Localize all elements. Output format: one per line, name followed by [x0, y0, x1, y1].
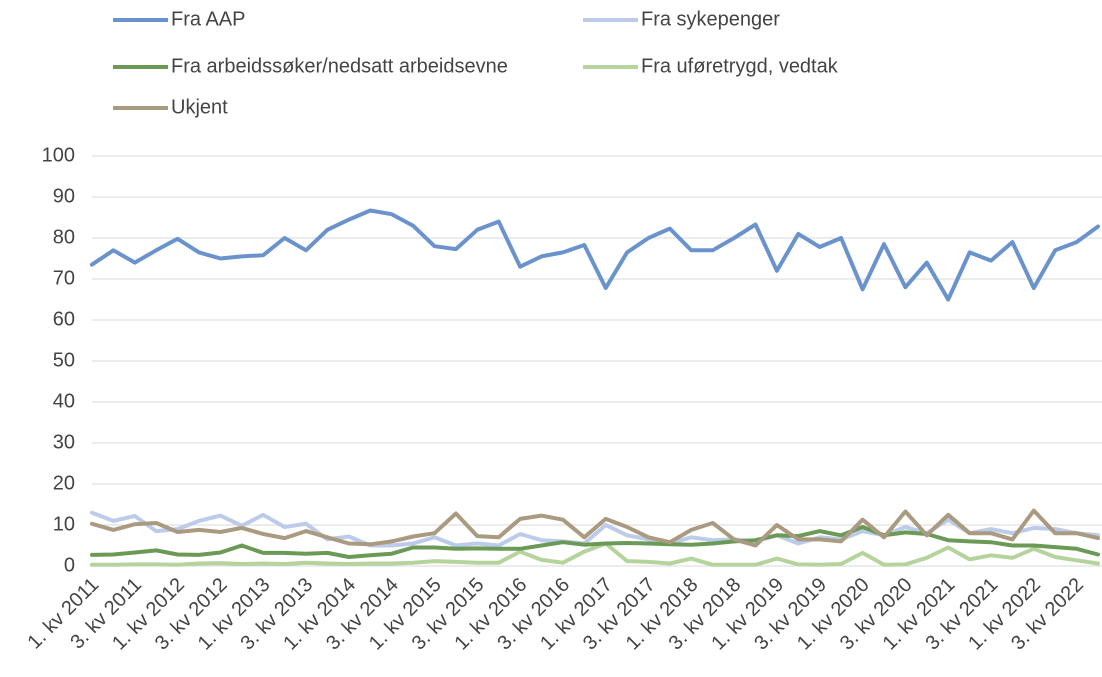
- y-tick-label: 100: [42, 144, 75, 166]
- series-line: [90, 525, 1100, 559]
- y-tick-label: 40: [53, 390, 75, 412]
- y-tick-label: 90: [53, 185, 75, 207]
- y-tick-label: 0: [64, 554, 75, 576]
- series-line: [90, 508, 1100, 548]
- y-tick-label: 30: [53, 431, 75, 453]
- y-tick-label: 10: [53, 513, 75, 535]
- y-tick-label: 60: [53, 308, 75, 330]
- legend-label: Fra sykepenger: [641, 8, 780, 30]
- y-tick-label: 50: [53, 349, 75, 371]
- legend-label: Fra arbeidssøker/nedsatt arbeidsevne: [171, 55, 508, 77]
- legend-label: Ukjent: [171, 96, 228, 118]
- series-line: [90, 208, 1100, 302]
- y-tick-label: 80: [53, 226, 75, 248]
- y-tick-label: 20: [53, 472, 75, 494]
- legend-label: Fra AAP: [171, 8, 245, 30]
- y-tick-label: 70: [53, 267, 75, 289]
- series-line: [90, 541, 1100, 567]
- legend-label: Fra uføretrygd, vedtak: [641, 55, 839, 77]
